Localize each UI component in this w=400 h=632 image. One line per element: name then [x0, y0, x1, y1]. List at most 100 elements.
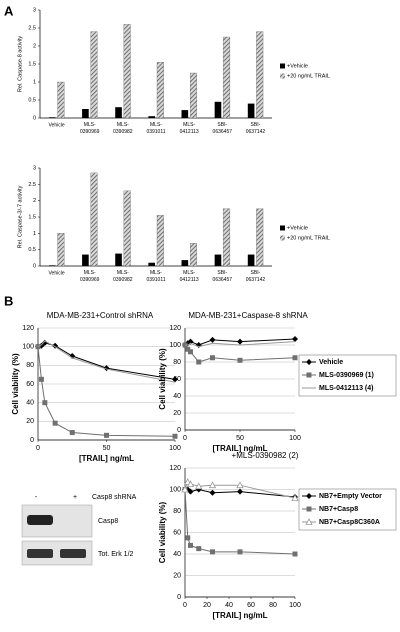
y-tick-label: 80 [173, 359, 181, 366]
bar [148, 262, 155, 266]
x-tick-label: MLS-0391011 [146, 122, 165, 135]
band-label: Casp8 [98, 518, 118, 525]
marker [209, 489, 216, 496]
y-tick-label: 40 [173, 551, 181, 558]
x-tick-label: 20 [203, 602, 211, 609]
x-tick-label: 0 [183, 435, 187, 442]
marker [237, 338, 243, 345]
series-line [37, 340, 176, 383]
series-line [184, 489, 296, 555]
lane-label: - [35, 494, 38, 501]
marker [306, 372, 312, 378]
y-tick-label: 40 [26, 400, 34, 407]
marker [187, 338, 194, 345]
marker [210, 549, 215, 555]
marker [42, 400, 48, 406]
x-tick-label: SBI-0636457 [213, 270, 233, 283]
y-tick-label: 0 [177, 427, 181, 434]
marker [196, 546, 202, 552]
bar [82, 254, 89, 266]
x-tick-label: 80 [269, 602, 277, 609]
x-tick-label: MLS-0390982 [113, 270, 133, 283]
chart-title: MDA-MB-231+Control shRNA [47, 311, 154, 320]
x-tick-label: MLS-0390982 [113, 122, 133, 135]
legend-label: +20 ng/mL TRAIL [287, 73, 330, 79]
panel-label: A [4, 3, 14, 18]
bar [214, 101, 222, 118]
bar [223, 36, 231, 119]
y-axis-label: Cell viability (%) [158, 501, 167, 563]
legend-label: NB7+Empty Vector [319, 493, 382, 500]
x-tick-label: 100 [289, 602, 301, 609]
marker [38, 376, 44, 382]
x-tick-label: MLS-0391011 [146, 270, 165, 283]
bar [181, 110, 189, 118]
treatment-label: Casp8 shRNA [92, 494, 137, 501]
bar [156, 62, 164, 119]
y-tick-label: 60 [26, 381, 34, 388]
marker [208, 481, 217, 489]
y-tick-label: 100 [169, 342, 181, 349]
y-tick-label: 120 [169, 325, 181, 332]
y-tick-label: 1 [33, 231, 36, 237]
y-tick-label: 0.5 [28, 247, 36, 253]
legend-swatch [280, 63, 285, 69]
marker [210, 355, 215, 361]
marker [306, 493, 312, 499]
marker [237, 488, 243, 495]
x-tick-label: 0 [36, 445, 40, 452]
marker [292, 336, 298, 343]
legend-label: NB7+Casp8C360A [319, 519, 380, 526]
y-tick-label: 1.5 [28, 61, 36, 67]
x-tick-label: MLS-0412113 [180, 122, 199, 135]
y-tick-label: 2.5 [28, 182, 36, 188]
x-tick-label: MLS-0390969 [80, 270, 100, 283]
marker [306, 506, 312, 512]
legend-swatch [280, 225, 285, 231]
y-tick-label: 40 [173, 393, 181, 400]
marker [306, 359, 312, 365]
bar [57, 81, 65, 119]
x-tick-label: 100 [289, 435, 301, 442]
x-tick-label: MLS-0390969 [80, 122, 100, 135]
marker [69, 353, 76, 359]
x-tick-label: SBI-0637142 [246, 122, 266, 135]
legend-swatch [280, 235, 285, 241]
chart-title: +MLS-0390982 (2) [232, 451, 299, 460]
panel-label: B [4, 293, 13, 308]
marker [188, 349, 193, 355]
bar [247, 254, 255, 266]
x-tick-label: 40 [225, 602, 233, 609]
marker [104, 432, 109, 438]
x-tick-label: SBI-0637142 [246, 270, 266, 283]
legend-swatch [280, 73, 285, 79]
y-tick-label: 20 [26, 418, 34, 425]
x-tick-label: MLS-0412113 [180, 270, 199, 283]
bar [148, 116, 155, 118]
marker [237, 357, 243, 363]
bar [223, 208, 231, 267]
bar [57, 233, 65, 267]
series-line [185, 341, 296, 348]
bar [247, 103, 255, 118]
marker [305, 518, 313, 525]
lane-label: + [73, 494, 77, 501]
bar [123, 24, 131, 119]
y-axis-label: Cell viability (%) [11, 353, 20, 415]
marker [292, 551, 298, 557]
x-tick-label: 0 [183, 602, 187, 609]
legend-label: MLS-0390969 (1) [319, 372, 374, 379]
bar [181, 260, 189, 266]
x-tick-label: Vehicle [49, 122, 65, 128]
x-axis-label: [TRAIL] ng/mL [79, 454, 134, 463]
y-tick-label: 0 [30, 437, 34, 444]
y-tick-label: 0 [33, 263, 36, 269]
bar [82, 109, 89, 118]
x-tick-label: 60 [247, 602, 255, 609]
bar [189, 72, 197, 119]
bar [189, 242, 197, 267]
marker [209, 336, 216, 343]
marker [195, 482, 203, 490]
y-tick-label: 120 [22, 325, 34, 332]
